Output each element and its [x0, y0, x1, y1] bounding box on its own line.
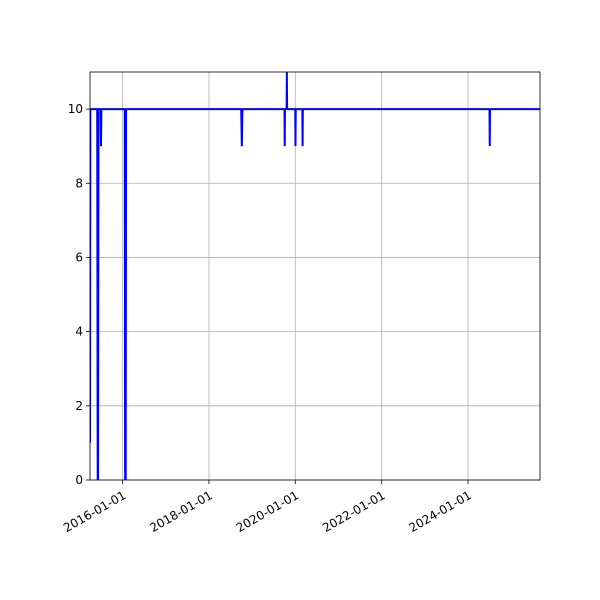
axes-frame: [89, 71, 541, 481]
y-tick-label: 10: [68, 102, 83, 116]
plot-area: [90, 72, 540, 480]
y-tick-label: 0: [75, 473, 83, 487]
series-line: [90, 72, 540, 480]
y-tick-label: 8: [75, 176, 83, 190]
y-tick-label: 4: [75, 325, 83, 339]
y-tick-label: 6: [75, 250, 83, 264]
y-axis: 0 2 4 6 8 10: [68, 102, 90, 487]
y-tick-label: 2: [75, 399, 83, 413]
